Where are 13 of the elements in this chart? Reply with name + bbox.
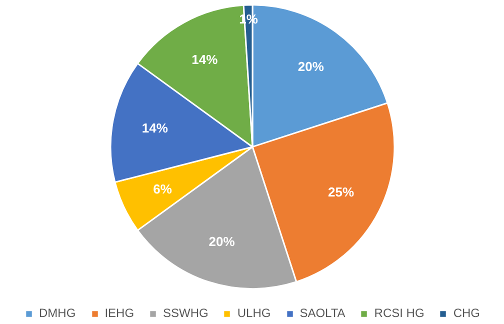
data-label: 6%	[153, 182, 172, 197]
legend-label: RCSI HG	[374, 306, 424, 320]
legend-label: SSWHG	[163, 306, 208, 320]
data-label: 25%	[328, 184, 354, 200]
data-label: 20%	[208, 234, 236, 249]
legend-label: ULHG	[237, 306, 271, 320]
data-label: 20%	[298, 58, 324, 74]
data-label: 14%	[142, 120, 168, 136]
legend-label: SAOLTA	[300, 306, 346, 320]
legend-label: CHG	[453, 306, 480, 320]
data-label: 14%	[192, 52, 218, 68]
legend-label: DMHG	[39, 306, 76, 320]
legend-label: IEHG	[104, 306, 134, 320]
